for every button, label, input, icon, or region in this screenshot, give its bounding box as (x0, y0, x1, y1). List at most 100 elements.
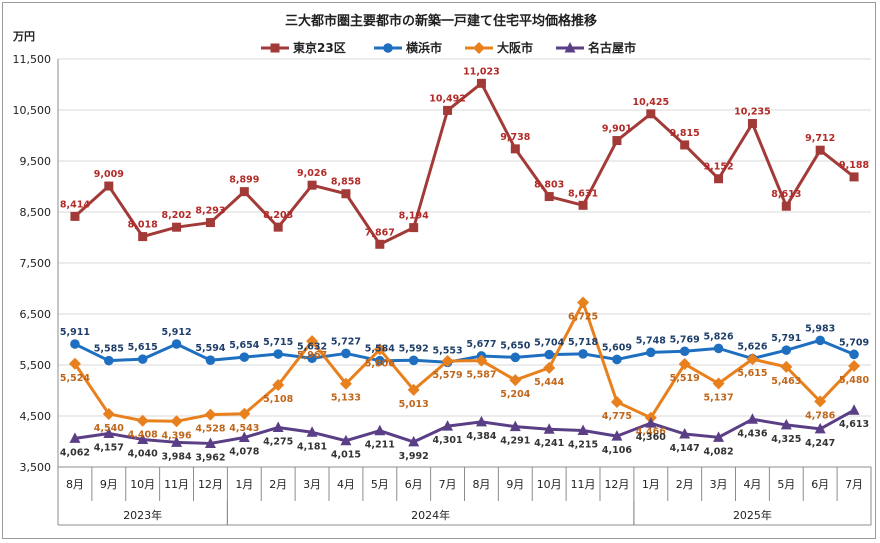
data-label: 8,803 (534, 180, 564, 191)
data-label: 4,360 (636, 432, 666, 443)
data-label: 10,492 (429, 93, 466, 104)
data-label: 4,408 (128, 430, 158, 441)
data-point (171, 436, 183, 447)
data-point (306, 335, 319, 348)
data-point (713, 431, 725, 442)
data-point (543, 423, 555, 434)
data-label: 5,587 (466, 370, 496, 381)
x-tick-label: 3月 (303, 478, 321, 491)
data-point (339, 377, 352, 390)
x-tick-label: 2月 (676, 478, 694, 491)
data-point (137, 354, 148, 364)
data-label: 10,425 (632, 97, 669, 108)
data-label: 5,615 (128, 342, 158, 353)
line-chart: 三大都市圏主要都市の新築一戸建て住宅平均価格推移 万円 東京23区 横浜市 大阪市 名… (12, 13, 872, 526)
data-label: 3,992 (399, 451, 429, 462)
data-label: 5,718 (568, 337, 598, 348)
data-point (509, 420, 521, 432)
data-label: 9,188 (839, 160, 869, 171)
data-label: 4,147 (670, 443, 700, 454)
data-label: 4,528 (195, 424, 225, 435)
data-point (443, 105, 453, 115)
data-label: 4,157 (94, 442, 124, 453)
data-point (578, 349, 588, 359)
data-label: 4,540 (94, 423, 124, 434)
data-label: 5,654 (229, 340, 259, 351)
data-point (375, 239, 385, 249)
data-label: 4,062 (60, 447, 90, 458)
x-tick-label: 8月 (66, 478, 84, 491)
data-point (441, 354, 454, 367)
data-point (746, 353, 759, 366)
data-label: 5,579 (433, 370, 463, 381)
data-point (815, 145, 825, 155)
data-point (645, 417, 657, 428)
data-point (238, 407, 251, 420)
y-tick-label: 4,500 (20, 410, 52, 423)
data-point (646, 109, 656, 119)
data-point (780, 360, 793, 373)
data-label: 4,396 (162, 430, 192, 441)
y-tick-label: 10,500 (13, 104, 52, 117)
data-point (138, 232, 148, 242)
data-point (543, 361, 556, 374)
data-point (68, 357, 81, 370)
series-line (73, 81, 855, 246)
legend-label: 東京23区 (293, 40, 346, 55)
y-tick-label: 11,500 (13, 53, 52, 66)
data-label: 5,769 (670, 334, 700, 345)
data-point (646, 347, 656, 358)
data-point (781, 201, 791, 211)
data-point (713, 343, 724, 354)
data-point (407, 383, 420, 396)
data-label: 5,727 (331, 336, 361, 347)
data-label: 8,202 (162, 210, 192, 221)
data-point (679, 428, 691, 439)
data-point (307, 180, 317, 190)
data-point (306, 426, 318, 437)
year-label: 2024年 (411, 508, 450, 522)
legend: 東京23区 横浜市 大阪市 名古屋市 (261, 40, 636, 55)
series-square (70, 78, 859, 249)
data-point (612, 354, 622, 365)
data-label: 4,786 (805, 410, 835, 421)
data-label: 5,133 (331, 393, 361, 404)
data-label: 5,912 (162, 327, 192, 338)
plot-area (68, 78, 861, 448)
data-point (849, 172, 859, 182)
data-point (814, 422, 826, 434)
data-point (678, 358, 691, 371)
data-point (204, 437, 216, 448)
x-tick-label: 9月 (506, 478, 524, 491)
chart-title: 三大都市圏主要都市の新築一戸建て住宅平均価格推移 (285, 13, 597, 29)
series-line (74, 338, 855, 364)
x-tick-label: 6月 (405, 478, 423, 491)
data-point (374, 424, 386, 436)
data-point (475, 354, 488, 367)
data-label: 4,436 (737, 428, 767, 439)
data-point (510, 144, 520, 154)
data-point (815, 335, 825, 346)
series-line (73, 301, 856, 423)
data-label: 9,712 (805, 133, 835, 144)
data-label: 3,984 (162, 451, 192, 462)
data-label: 5,967 (297, 350, 327, 361)
y-tick-label: 5,500 (20, 359, 52, 372)
data-point (476, 78, 486, 88)
data-label: 4,078 (229, 447, 259, 458)
x-tick-label: 7月 (845, 478, 863, 491)
x-tick-label: 1月 (235, 478, 253, 491)
data-point (373, 343, 386, 356)
data-label: 5,013 (399, 399, 429, 410)
data-point (564, 42, 576, 53)
data-point (172, 222, 182, 232)
data-point (171, 339, 182, 349)
data-label: 9,738 (500, 132, 530, 143)
data-label: 8,613 (771, 189, 801, 200)
data-point (340, 434, 352, 446)
data-label: 8,899 (229, 175, 259, 186)
series-diamond (68, 296, 861, 428)
data-point (137, 433, 149, 444)
data-label: 5,806 (365, 358, 395, 369)
data-point (610, 395, 623, 408)
